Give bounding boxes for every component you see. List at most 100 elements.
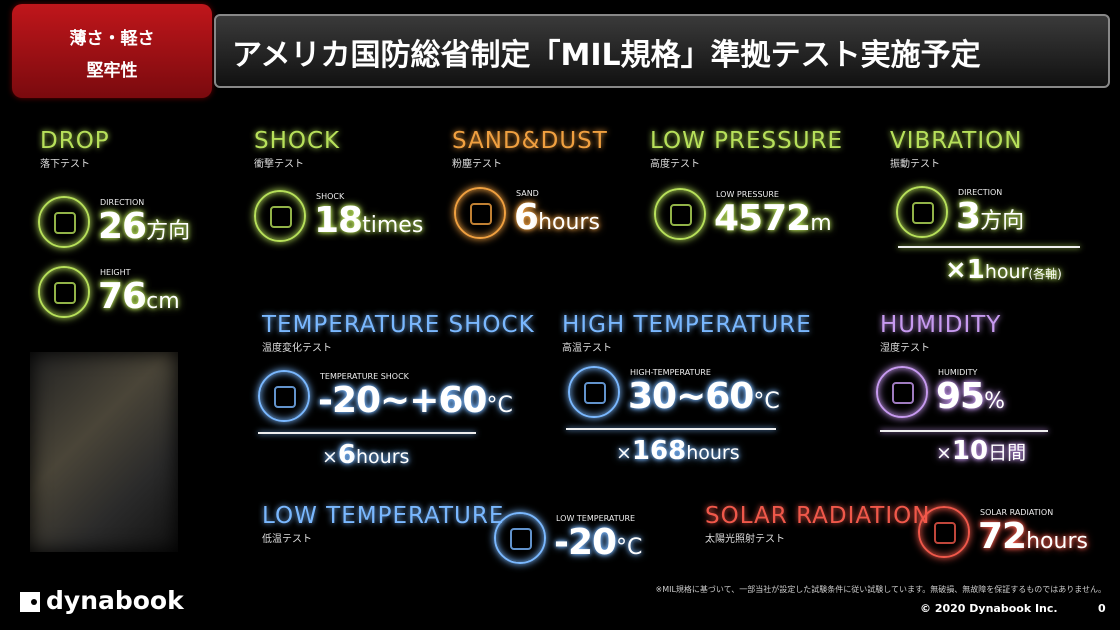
- test-name: SHOCK: [254, 128, 341, 154]
- icon: [494, 512, 546, 564]
- extra-part: hours: [686, 442, 740, 464]
- note: ※MIL規格に基づいて、一部当社が設定した試験条件に従い試験しています。無破損、…: [655, 585, 1107, 594]
- icon: [654, 188, 706, 240]
- divider: [258, 432, 476, 434]
- test-subtitle: 衝撃テスト: [254, 159, 304, 170]
- metric-label: HUMIDITY: [938, 368, 978, 377]
- extra: ×10日間: [936, 436, 1026, 466]
- title-bar: [214, 14, 1110, 88]
- extra-part: ×: [322, 446, 338, 468]
- badge-line: 堅牢性: [86, 61, 138, 81]
- test-name: TEMPERATURE SHOCK: [262, 312, 535, 338]
- metric: 95%: [936, 376, 1005, 417]
- extra-part: ×: [936, 442, 952, 464]
- metric-unit: 方向: [146, 219, 191, 244]
- icon: [918, 506, 970, 558]
- icon: [254, 190, 306, 242]
- metric: -20°C: [554, 522, 642, 563]
- metric-value: 3: [956, 196, 981, 237]
- test-subtitle: 粉塵テスト: [452, 159, 502, 170]
- extra-part: 168: [631, 436, 687, 466]
- extra-part: 日間: [988, 442, 1027, 464]
- badge-line: 薄さ・軽さ: [69, 29, 155, 49]
- metric-value: 26: [98, 206, 147, 247]
- icon-core: [274, 386, 296, 408]
- metric-value: 30~60: [628, 376, 754, 417]
- test-name: HIGH TEMPERATURE: [562, 312, 812, 338]
- metric-value: 4572: [714, 198, 811, 239]
- extra-part: ×1: [945, 255, 985, 285]
- extra-part: 10: [951, 436, 989, 466]
- logo: dynabook: [46, 586, 184, 615]
- metric: 30~60°C: [628, 376, 780, 417]
- metric: 76cm: [98, 276, 180, 317]
- metric-label: LOW TEMPERATURE: [556, 514, 636, 523]
- metric-unit: °C: [486, 393, 513, 418]
- test-name: LOW PRESSURE: [650, 128, 844, 154]
- test-subtitle: 太陽光照射テスト: [705, 534, 785, 545]
- divider: [566, 428, 776, 430]
- test-subtitle: 振動テスト: [890, 159, 940, 170]
- extra: ×1hour(各軸): [945, 255, 1062, 285]
- metric-label: DIRECTION: [958, 188, 1003, 197]
- metric-unit: hours: [538, 210, 600, 235]
- metric-value: 6: [514, 197, 539, 238]
- icon: [454, 187, 506, 239]
- metric-label: DIRECTION: [100, 198, 145, 207]
- title: アメリカ国防総省制定「MIL規格」準拠テスト実施予定: [232, 38, 981, 73]
- extra-part: ×: [616, 442, 632, 464]
- metric-label: SAND: [516, 189, 539, 198]
- extra: ×168hours: [616, 436, 740, 466]
- test-subtitle: 高度テスト: [650, 159, 700, 170]
- metric-unit: cm: [146, 289, 180, 314]
- metric: 6hours: [514, 197, 600, 238]
- metric: 4572m: [714, 198, 832, 239]
- icon-core: [54, 282, 76, 304]
- icon-core: [934, 522, 956, 544]
- icon: [38, 266, 90, 318]
- metric-value: 95: [936, 376, 985, 417]
- test-subtitle: 湿度テスト: [880, 343, 930, 354]
- metric-value: 18: [314, 200, 363, 241]
- metric-unit: 方向: [980, 209, 1025, 234]
- icon: [38, 196, 90, 248]
- extra-part: hour: [984, 261, 1029, 283]
- metric-value: -20~+60: [318, 380, 487, 421]
- metric-unit: %: [984, 389, 1006, 414]
- extra-part: 6: [337, 440, 357, 470]
- test-subtitle: 温度変化テスト: [262, 343, 332, 354]
- extra-part: (各軸): [1028, 267, 1062, 281]
- icon-core: [670, 204, 692, 226]
- metric-unit: °C: [616, 535, 643, 560]
- metric: 26方向: [98, 206, 190, 247]
- metric: -20~+60°C: [318, 380, 513, 421]
- test-subtitle: 高温テスト: [562, 343, 612, 354]
- copyright: © 2020 Dynabook Inc.: [920, 602, 1058, 615]
- icon: [568, 366, 620, 418]
- metric: 18times: [314, 200, 423, 241]
- metric-label: HEIGHT: [100, 268, 131, 277]
- badge: [12, 4, 212, 98]
- page-number: 0: [1098, 602, 1106, 615]
- icon-core: [510, 528, 532, 550]
- icon-core: [892, 382, 914, 404]
- metric-label: LOW PRESSURE: [716, 190, 779, 199]
- icon-core: [270, 206, 292, 228]
- metric-value: 72: [978, 516, 1027, 557]
- metric-label: SHOCK: [316, 192, 345, 201]
- extra-part: hours: [356, 446, 410, 468]
- metric-value: 76: [98, 276, 147, 317]
- icon-core: [584, 382, 606, 404]
- divider: [880, 430, 1048, 432]
- metric-unit: m: [810, 211, 832, 236]
- test-name: SOLAR RADIATION: [705, 503, 931, 529]
- metric-label: TEMPERATURE SHOCK: [320, 372, 409, 381]
- test-name: SAND&DUST: [452, 128, 608, 154]
- metric-label: HIGH-TEMPERATURE: [630, 368, 711, 377]
- icon: [896, 186, 948, 238]
- icon: [876, 366, 928, 418]
- logo-mark: [20, 592, 40, 612]
- test-subtitle: 低温テスト: [262, 534, 312, 545]
- test-name: LOW TEMPERATURE: [262, 503, 505, 529]
